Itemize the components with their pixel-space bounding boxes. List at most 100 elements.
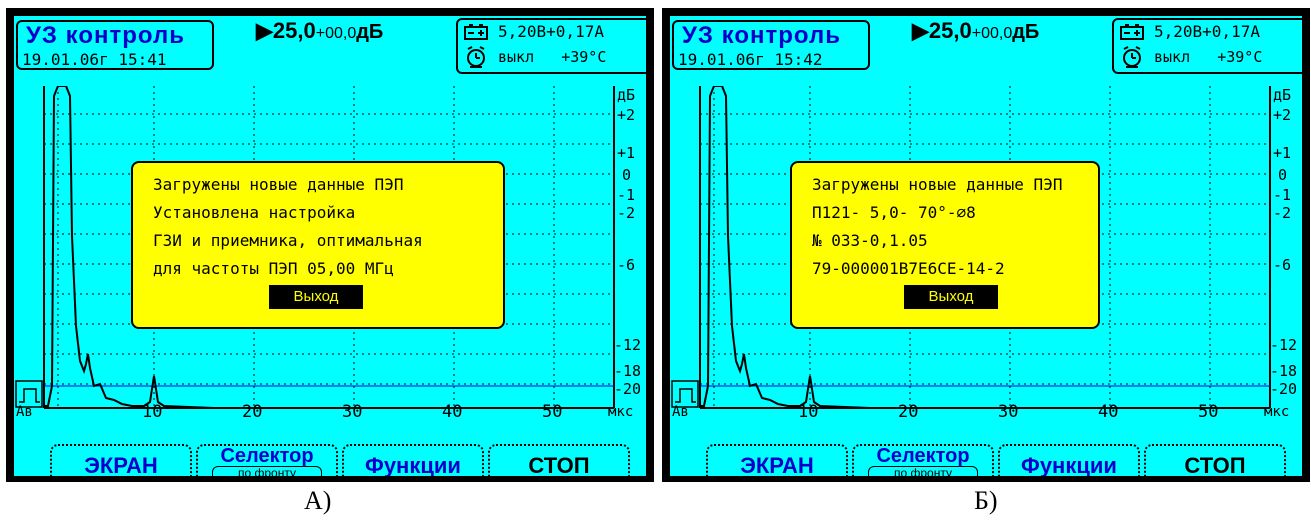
app-title: УЗ контроль bbox=[682, 22, 841, 49]
gain-value: ▶25,0 bbox=[912, 18, 972, 43]
message-dialog: Загружены новые данные ПЭП Установлена н… bbox=[131, 161, 505, 329]
softkey-label: СТОП bbox=[528, 453, 590, 476]
app-title: УЗ контроль bbox=[26, 22, 185, 49]
db-tick: -6 bbox=[1273, 256, 1292, 274]
x-tick: 30 bbox=[342, 402, 363, 422]
db-tick: -1 bbox=[1273, 186, 1292, 204]
selector-softkey[interactable]: Селектор по фронту bbox=[196, 444, 338, 476]
dialog-line: для частоты ПЭП 05,00 МГц bbox=[153, 259, 394, 278]
temperature: +39°С bbox=[1217, 48, 1263, 66]
x-tick: 40 bbox=[442, 402, 463, 422]
x-tick: 20 bbox=[242, 402, 263, 422]
softkey-label: СТОП bbox=[1184, 453, 1246, 476]
db-tick: -2 bbox=[1273, 204, 1292, 222]
battery-icon bbox=[464, 24, 488, 40]
dialog-line: Загружены новые данные ПЭП bbox=[812, 175, 1063, 194]
title-box: УЗ контроль 19.01.06г 15:41 bbox=[16, 20, 214, 70]
x-start-label: Ав bbox=[672, 404, 689, 420]
dialog-line: Установлена настройка bbox=[153, 203, 356, 222]
x-tick: 50 bbox=[542, 402, 563, 422]
x-unit: мкс bbox=[608, 404, 634, 420]
softkey-sublabel: по фронту bbox=[868, 466, 978, 476]
db-tick: 0 bbox=[622, 166, 632, 184]
softkey-label: Селектор bbox=[876, 445, 970, 467]
gain-offset: +00,0 bbox=[971, 25, 1013, 42]
db-tick: -20 bbox=[614, 380, 642, 398]
message-dialog: Загружены новые данные ПЭП П121- 5,0- 70… bbox=[790, 161, 1100, 329]
voltage-readout: 5,20В+0,17А bbox=[498, 22, 604, 41]
db-tick: -1 bbox=[617, 186, 636, 204]
gain-unit: дБ bbox=[356, 21, 384, 43]
gate-pulse-icon bbox=[671, 380, 699, 408]
stop-softkey[interactable]: СТОП bbox=[1144, 444, 1286, 476]
exit-button[interactable]: Выход bbox=[904, 285, 998, 309]
caption-a: А) bbox=[304, 486, 332, 515]
status-box: 5,20В+0,17А выкл +39°С bbox=[1112, 18, 1302, 74]
datetime: 19.01.06г 15:42 bbox=[678, 50, 823, 69]
screen-softkey[interactable]: ЭКРАН bbox=[50, 444, 192, 476]
softkey-label: ЭКРАН bbox=[740, 453, 814, 476]
dialog-line: 79-000001В7Е6СЕ-14-2 bbox=[812, 259, 1005, 278]
voltage-readout: 5,20В+0,17А bbox=[1154, 22, 1260, 41]
dialog-line: № 033-0,1.05 bbox=[812, 231, 928, 250]
gate-pulse-icon bbox=[15, 380, 43, 408]
device-screen: УЗ контроль 19.01.06г 15:41 ▶25,0+00,0дБ… bbox=[14, 16, 646, 476]
dialog-line: Загружены новые данные ПЭП bbox=[153, 175, 404, 194]
db-tick: +1 bbox=[617, 144, 636, 162]
gain-readout[interactable]: ▶25,0+00,0дБ bbox=[912, 18, 1039, 44]
ascan-plot: дБ +2 +1 0 -1 -2 -6 -12 -18 -20 Ав 10 20… bbox=[670, 86, 1302, 422]
softkey-label: Селектор bbox=[220, 445, 314, 467]
panel-a: УЗ контроль 19.01.06г 15:41 ▶25,0+00,0дБ… bbox=[6, 8, 654, 482]
db-tick: -12 bbox=[614, 336, 642, 354]
temperature: +39°С bbox=[561, 48, 607, 66]
datetime: 19.01.06г 15:41 bbox=[22, 50, 167, 69]
db-tick: -6 bbox=[617, 256, 636, 274]
db-axis-label: дБ bbox=[617, 86, 636, 104]
db-tick: -18 bbox=[1270, 362, 1298, 380]
functions-softkey[interactable]: Функции bbox=[342, 444, 484, 476]
gain-readout[interactable]: ▶25,0+00,0дБ bbox=[256, 18, 383, 44]
gain-value: ▶25,0 bbox=[256, 18, 316, 43]
x-start-label: Ав bbox=[16, 404, 33, 420]
exit-button[interactable]: Выход bbox=[269, 285, 363, 309]
softkey-label: Функции bbox=[1021, 453, 1117, 476]
ascan-plot: дБ +2 +1 0 -1 -2 -6 -12 -18 -20 Ав 10 20… bbox=[14, 86, 646, 422]
db-tick: 0 bbox=[1278, 166, 1288, 184]
x-tick: 50 bbox=[1198, 402, 1219, 422]
dialog-line: ГЗИ и приемника, оптимальная bbox=[153, 231, 423, 250]
x-unit: мкс bbox=[1264, 404, 1290, 420]
x-tick: 40 bbox=[1098, 402, 1119, 422]
gain-offset: +00,0 bbox=[315, 25, 357, 42]
x-tick: 30 bbox=[998, 402, 1019, 422]
alarm-clock-icon bbox=[1123, 46, 1141, 68]
timer-state: выкл bbox=[498, 48, 535, 66]
db-tick: +2 bbox=[617, 106, 636, 124]
battery-icon bbox=[1120, 24, 1144, 40]
x-tick: 10 bbox=[142, 402, 163, 422]
functions-softkey[interactable]: Функции bbox=[998, 444, 1140, 476]
db-tick: +1 bbox=[1273, 144, 1292, 162]
dialog-line: П121- 5,0- 70°-⌀8 bbox=[812, 203, 976, 222]
panel-b: УЗ контроль 19.01.06г 15:42 ▶25,0+00,0дБ… bbox=[662, 8, 1310, 482]
db-tick: -20 bbox=[1270, 380, 1298, 398]
timer-status: выкл +39°С bbox=[1154, 48, 1262, 66]
gain-unit: дБ bbox=[1012, 21, 1040, 43]
title-box: УЗ контроль 19.01.06г 15:42 bbox=[672, 20, 870, 70]
alarm-clock-icon bbox=[467, 46, 485, 68]
signal-trace bbox=[44, 86, 614, 409]
x-tick: 20 bbox=[898, 402, 919, 422]
timer-state: выкл bbox=[1154, 48, 1191, 66]
stop-softkey[interactable]: СТОП bbox=[488, 444, 630, 476]
softkey-label: ЭКРАН bbox=[84, 453, 158, 476]
db-axis-label: дБ bbox=[1273, 86, 1292, 104]
screen-softkey[interactable]: ЭКРАН bbox=[706, 444, 848, 476]
status-box: 5,20В+0,17А выкл +39°С bbox=[456, 18, 646, 74]
db-tick: -18 bbox=[614, 362, 642, 380]
db-tick: -2 bbox=[617, 204, 636, 222]
timer-status: выкл +39°С bbox=[498, 48, 606, 66]
device-screen: УЗ контроль 19.01.06г 15:42 ▶25,0+00,0дБ… bbox=[670, 16, 1302, 476]
caption-b: Б) bbox=[974, 486, 998, 515]
selector-softkey[interactable]: Селектор по фронту bbox=[852, 444, 994, 476]
softkey-sublabel: по фронту bbox=[212, 466, 322, 476]
signal-trace bbox=[700, 86, 1270, 409]
